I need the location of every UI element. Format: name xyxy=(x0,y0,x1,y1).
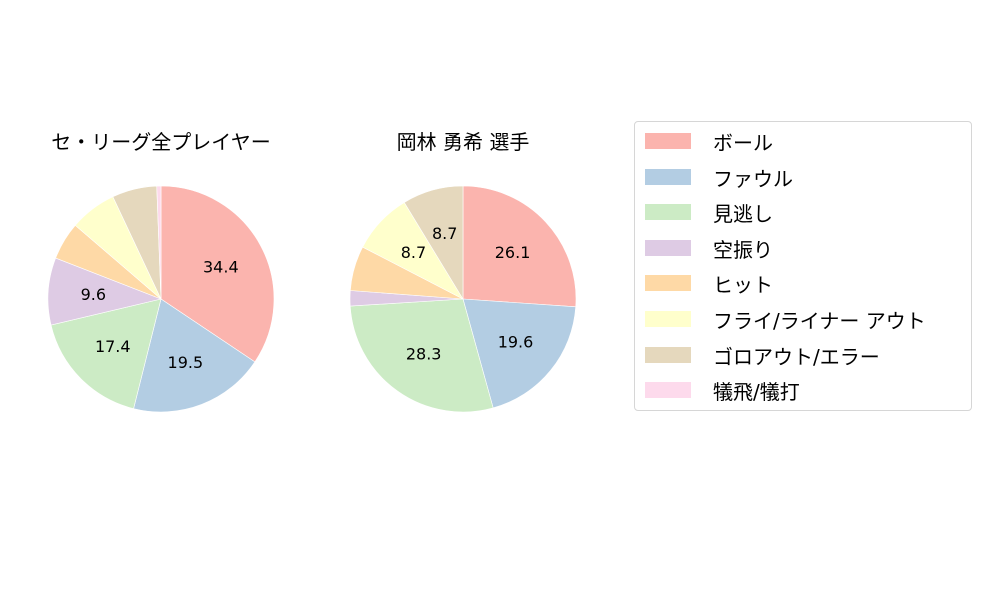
pie-slice xyxy=(160,185,275,363)
legend-label: 見逃し xyxy=(713,201,773,226)
right-chart-title: 岡林 勇希 選手 xyxy=(396,130,530,154)
legend-item-foul: ファウル xyxy=(645,162,793,192)
legend-label: ファウル xyxy=(713,166,793,191)
legend-item-ball: ボール xyxy=(645,126,773,156)
legend-item-fly-liner-out: フライ/ライナー アウト xyxy=(645,304,926,334)
legend-label: ゴロアウト/エラー xyxy=(713,344,880,369)
legend-label: ボール xyxy=(713,130,773,155)
legend-item-swinging-strike: 空振り xyxy=(645,233,773,263)
pie-slice xyxy=(156,185,162,300)
left-pie-chart: 34.4 19.5 17.4 9.6 xyxy=(47,185,275,413)
legend-item-sacrifice: 犠飛/犠打 xyxy=(645,375,800,405)
legend-label: 犠飛/犠打 xyxy=(713,379,800,404)
legend-swatch xyxy=(645,240,691,256)
slice-label: 19.5 xyxy=(168,353,204,372)
legend-swatch xyxy=(645,133,691,149)
legend-swatch xyxy=(645,311,691,327)
pie-slice xyxy=(462,185,577,308)
legend-label: ヒット xyxy=(713,272,773,297)
pie-slice xyxy=(403,185,464,301)
slice-label: 26.1 xyxy=(495,243,531,262)
slice-label: 19.6 xyxy=(498,332,534,351)
slice-label: 9.6 xyxy=(81,285,106,304)
pie-slice xyxy=(349,298,494,413)
legend-label: 空振り xyxy=(713,237,773,262)
legend: ボール ファウル 見逃し 空振り ヒット フライ/ライナー アウト ゴロアウト/… xyxy=(634,121,972,411)
legend-label: フライ/ライナー アウト xyxy=(713,308,926,333)
slice-label: 8.7 xyxy=(401,243,426,262)
slice-label: 28.3 xyxy=(406,345,442,364)
legend-item-groundout-error: ゴロアウト/エラー xyxy=(645,340,880,370)
slice-label: 17.4 xyxy=(95,337,131,356)
right-pie-chart: 26.1 19.6 28.3 8.7 8.7 xyxy=(349,185,577,413)
slice-label: 8.7 xyxy=(432,224,457,243)
legend-swatch xyxy=(645,275,691,291)
left-chart-title: セ・リーグ全プレイヤー xyxy=(51,130,271,154)
legend-item-hit: ヒット xyxy=(645,268,773,298)
slice-label: 34.4 xyxy=(203,258,239,277)
pie-slice xyxy=(50,298,162,409)
pie-slice xyxy=(133,298,256,413)
legend-swatch xyxy=(645,382,691,398)
legend-swatch xyxy=(645,347,691,363)
legend-swatch xyxy=(645,169,691,185)
legend-swatch xyxy=(645,204,691,220)
pie-slice xyxy=(462,298,577,409)
legend-item-called-strike: 見逃し xyxy=(645,197,773,227)
